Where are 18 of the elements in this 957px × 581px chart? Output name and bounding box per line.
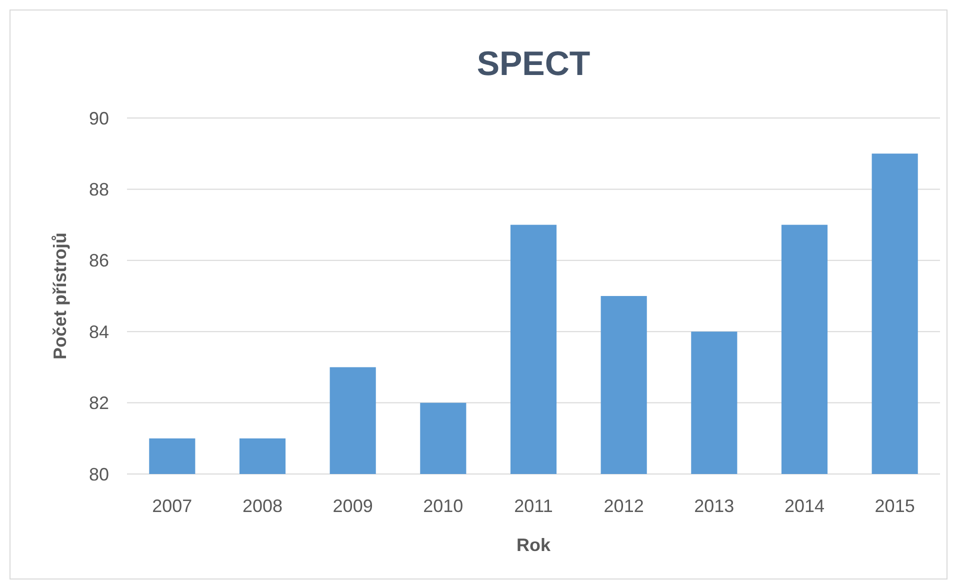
x-tick-label: 2013 — [694, 496, 734, 516]
x-tick-label: 2009 — [332, 496, 373, 516]
x-tick-label: 2012 — [604, 496, 644, 516]
y-tick-label: 88 — [88, 180, 109, 200]
x-tick-label: 2007 — [152, 496, 192, 516]
y-tick-label: 80 — [88, 464, 109, 484]
x-tick-label: 2011 — [514, 496, 553, 516]
chart-title: SPECT — [476, 45, 590, 83]
y-tick-label: 90 — [88, 108, 109, 128]
y-tick-label: 86 — [88, 250, 109, 271]
y-tick-label: 84 — [88, 322, 109, 342]
x-tick-label: 2008 — [242, 496, 283, 516]
y-tick-label: 82 — [88, 393, 109, 414]
x-tick-label: 2010 — [423, 496, 464, 516]
x-tick-label: 2015 — [874, 496, 915, 516]
x-axis-title: Rok — [516, 535, 552, 555]
x-tick-label: 2014 — [784, 496, 825, 516]
y-axis-title: Počet přístrojů — [50, 232, 70, 360]
